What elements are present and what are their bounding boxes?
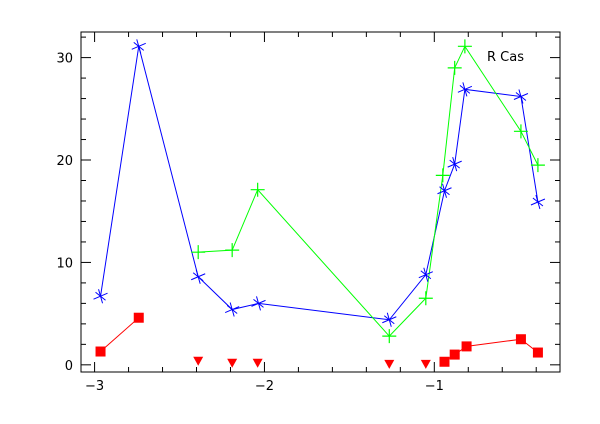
data-point-star	[418, 267, 434, 282]
data-point-upper-limit	[193, 356, 204, 366]
data-point-plus	[225, 243, 240, 258]
annotation-label: R Cas	[487, 50, 524, 65]
data-point-plus	[447, 60, 462, 75]
data-point-square	[439, 356, 450, 367]
data-point-square	[449, 349, 460, 360]
data-point-star	[437, 183, 452, 198]
data-point-plus	[457, 39, 472, 54]
y-tick-label: 0	[65, 359, 73, 374]
data-point-plus	[530, 158, 545, 173]
data-point-upper-limit	[227, 358, 238, 368]
data-point-plus	[191, 245, 206, 260]
data-point-star	[457, 82, 473, 97]
plot-frame	[80, 31, 561, 373]
y-tick-label: 10	[56, 256, 73, 271]
data-point-star	[447, 156, 462, 172]
series-lines	[100, 45, 539, 363]
data-point-star	[93, 289, 108, 304]
data-point-square	[95, 346, 106, 357]
data-point-star	[191, 269, 206, 284]
tick-labels: −3 −2 −1 0 10 20 30	[56, 52, 443, 394]
x-tick-label: −1	[425, 379, 444, 394]
data-point-square	[532, 347, 543, 358]
data-point-plus	[382, 329, 397, 344]
series-line	[100, 317, 140, 352]
series-markers	[93, 39, 546, 369]
y-tick-label: 30	[56, 52, 73, 67]
axis-ticks	[81, 32, 560, 372]
data-point-plus	[250, 182, 265, 197]
data-point-star	[224, 302, 240, 317]
data-point-star	[530, 194, 546, 210]
y-tick-label: 20	[56, 154, 73, 169]
data-point-star	[131, 39, 146, 54]
data-point-star	[382, 312, 397, 327]
data-point-plus	[435, 168, 450, 183]
data-point-square	[133, 312, 144, 323]
data-point-star	[513, 89, 529, 104]
data-point-upper-limit	[384, 359, 395, 369]
series-line	[198, 45, 539, 337]
data-point-upper-limit	[252, 358, 263, 368]
x-tick-label: −2	[255, 379, 274, 394]
data-point-square	[515, 334, 526, 345]
data-point-star	[251, 296, 266, 311]
data-point-plus	[418, 291, 433, 306]
data-point-plus	[513, 124, 528, 139]
data-point-square	[461, 341, 472, 352]
data-point-upper-limit	[420, 359, 431, 369]
series-line	[100, 46, 539, 321]
x-tick-label: −3	[85, 379, 104, 394]
